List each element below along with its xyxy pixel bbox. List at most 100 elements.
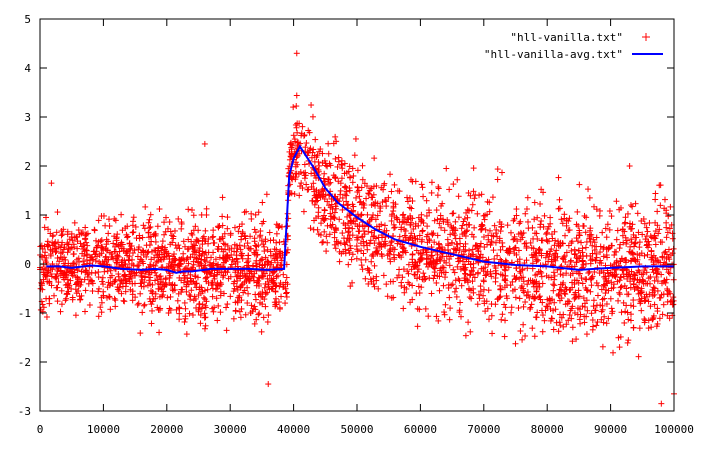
scatter-point: [446, 186, 453, 193]
scatter-point: [546, 295, 553, 302]
scatter-point: [202, 314, 209, 321]
scatter-point: [477, 251, 484, 258]
scatter-point: [132, 272, 139, 279]
scatter-point: [84, 242, 91, 249]
scatter-point: [143, 242, 150, 249]
scatter-point: [641, 220, 648, 227]
scatter-point: [217, 309, 224, 316]
scatter-point: [332, 226, 339, 233]
scatter-point: [418, 284, 425, 291]
scatter-point: [580, 222, 587, 229]
scatter-point: [595, 282, 602, 289]
scatter-point: [547, 214, 554, 221]
scatter-point: [84, 273, 91, 280]
scatter-point: [259, 294, 266, 301]
scatter-point: [139, 276, 146, 283]
scatter-point: [86, 270, 93, 277]
scatter-point: [237, 275, 244, 282]
scatter-point: [521, 240, 528, 247]
scatter-point: [293, 103, 300, 110]
scatter-point: [599, 229, 606, 236]
scatter-point: [129, 280, 136, 287]
scatter-point: [221, 230, 228, 237]
scatter-point: [594, 318, 601, 325]
scatter-point: [214, 246, 221, 253]
scatter-point: [463, 209, 470, 216]
scatter-point: [568, 305, 575, 312]
scatter-point: [164, 294, 171, 301]
scatter-point: [513, 206, 520, 213]
scatter-point: [515, 231, 522, 238]
scatter-point: [384, 293, 391, 300]
scatter-point: [556, 205, 563, 212]
scatter-point: [626, 223, 633, 230]
scatter-point: [533, 288, 540, 295]
scatter-point: [57, 308, 64, 315]
scatter-point: [71, 219, 78, 226]
scatter-point: [623, 240, 630, 247]
scatter-point: [276, 239, 283, 246]
scatter-point: [193, 236, 200, 243]
scatter-point: [543, 303, 550, 310]
scatter-point: [526, 306, 533, 313]
scatter-point: [273, 282, 280, 289]
scatter-point: [632, 239, 639, 246]
scatter-point: [617, 284, 624, 291]
scatter-point: [159, 293, 166, 300]
scatter-point: [311, 158, 318, 165]
scatter-point: [548, 258, 555, 265]
x-tick-label: 20000: [150, 423, 183, 436]
scatter-point: [450, 230, 457, 237]
scatter-point: [303, 181, 310, 188]
scatter-point: [60, 274, 67, 281]
scatter-point: [566, 311, 573, 318]
scatter-point: [621, 220, 628, 227]
scatter-point: [202, 249, 209, 256]
scatter-point: [413, 275, 420, 282]
scatter-point: [141, 301, 148, 308]
scatter-point: [587, 257, 594, 264]
scatter-point: [234, 298, 241, 305]
scatter-point: [140, 248, 147, 255]
scatter-point: [97, 304, 104, 311]
scatter-point: [157, 273, 164, 280]
scatter-point: [225, 275, 232, 282]
scatter-point: [325, 150, 332, 157]
scatter-point: [613, 198, 620, 205]
scatter-point: [391, 256, 398, 263]
scatter-point: [573, 336, 580, 343]
scatter-point: [260, 218, 267, 225]
scatter-point: [248, 215, 255, 222]
scatter-point: [336, 216, 343, 223]
scatter-point: [445, 240, 452, 247]
scatter-point: [434, 232, 441, 239]
scatter-point: [456, 235, 463, 242]
scatter-point: [636, 276, 643, 283]
scatter-point: [416, 258, 423, 265]
scatter-point: [608, 285, 615, 292]
scatter-point: [178, 225, 185, 232]
scatter-point: [386, 247, 393, 254]
scatter-point: [446, 256, 453, 263]
scatter-point: [338, 175, 345, 182]
scatter-point: [472, 191, 479, 198]
scatter-point: [209, 234, 216, 241]
scatter-point: [648, 324, 655, 331]
scatter-point: [599, 306, 606, 313]
scatter-point: [262, 303, 269, 310]
scatter-point: [65, 241, 72, 248]
scatter-point: [170, 233, 177, 240]
scatter-point: [488, 238, 495, 245]
scatter-point: [636, 244, 643, 251]
scatter-point: [452, 218, 459, 225]
scatter-point: [466, 207, 473, 214]
scatter-point: [259, 199, 266, 206]
scatter-point: [59, 231, 66, 238]
scatter-point: [530, 245, 537, 252]
scatter-point: [95, 274, 102, 281]
scatter-point: [228, 245, 235, 252]
scatter-point: [148, 287, 155, 294]
scatter-point: [581, 319, 588, 326]
scatter-point: [602, 225, 609, 232]
scatter-point: [107, 306, 114, 313]
